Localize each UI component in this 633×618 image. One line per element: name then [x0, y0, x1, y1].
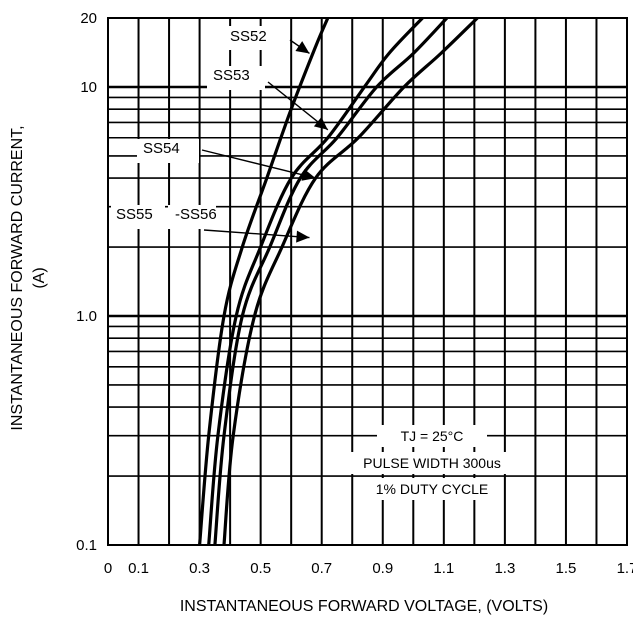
plot-frame — [107, 17, 628, 546]
label-leader-line — [203, 229, 310, 239]
label-arrowhead — [301, 169, 316, 181]
x-tick-label: 0.5 — [250, 560, 271, 577]
y-axis-title: INSTANTANEOUS FORWARD CURRENT, — [9, 125, 26, 430]
curve-ss55-ss56 — [222, 16, 479, 546]
curve-label: SS54 — [143, 140, 180, 157]
curve-label: SS55 — [116, 206, 153, 223]
condition-note-bg — [377, 425, 487, 447]
condition-note: 1% DUTY CYCLE — [376, 481, 489, 497]
label-leader-line — [201, 149, 316, 179]
x-tick-label: 1.5 — [556, 560, 577, 577]
curves — [198, 16, 479, 546]
curve-label-bg — [137, 139, 199, 163]
x-tick-label: 0.3 — [189, 560, 210, 577]
y-axis-unit: (A) — [31, 267, 48, 288]
x-tick-label: 0.7 — [311, 560, 332, 577]
condition-note-bg — [350, 452, 514, 474]
curve-ss52 — [198, 17, 330, 546]
y-tick-label: 20 — [80, 10, 97, 27]
label-arrowhead — [296, 230, 310, 243]
tick-labels: 0 0.1 0.3 0.5 0.7 0.9 1.1 1.3 1.5 1.7 20 10 1.0 0.1 — [76, 10, 633, 577]
curve-label-bg — [207, 66, 265, 90]
label-arrowhead — [295, 41, 310, 54]
x-tick-label: 0 — [104, 560, 112, 577]
curve-label: SS53 — [213, 67, 250, 84]
x-tick-label: 1.7 — [617, 560, 633, 577]
curve-label-bg — [221, 26, 271, 50]
x-tick-label: 0.1 — [128, 560, 149, 577]
label-arrowhead — [313, 117, 328, 130]
x-tick-label: 0.9 — [372, 560, 393, 577]
x-tick-label: 1.3 — [494, 560, 515, 577]
y-tick-label: 1.0 — [76, 308, 97, 325]
condition-note: PULSE WIDTH 300us — [363, 455, 501, 471]
x-tick-label: 1.1 — [433, 560, 454, 577]
curve-label-bg — [111, 205, 165, 229]
condition-note: TJ = 25°C — [401, 428, 464, 444]
curve-labels: SS52 SS53 SS54 SS55 -SS56 — [111, 26, 329, 243]
y-tick-label: 0.1 — [76, 537, 97, 554]
curve-ss53 — [207, 16, 424, 546]
condition-note-bg — [370, 478, 494, 500]
x-axis-title: INSTANTANEOUS FORWARD VOLTAGE, (VOLTS) — [180, 598, 548, 615]
condition-notes: TJ = 25°C PULSE WIDTH 300us 1% DUTY CYCLE — [350, 425, 514, 500]
y-tick-label: 10 — [80, 79, 97, 96]
curve-label: -SS56 — [175, 206, 217, 223]
curve-label-bg — [168, 205, 216, 229]
curve-label: SS52 — [230, 28, 267, 45]
curve-ss54 — [213, 16, 449, 546]
